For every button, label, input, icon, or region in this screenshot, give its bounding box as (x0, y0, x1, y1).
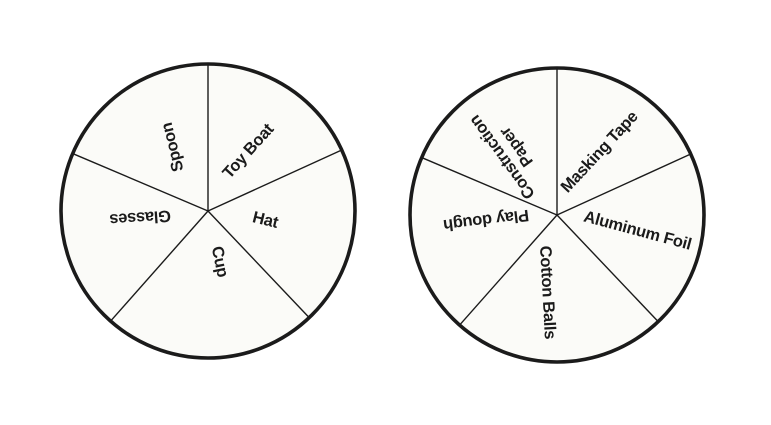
sector-divider-line (459, 214, 558, 326)
sector-label-hat: Hat (251, 208, 281, 232)
sector-divider-line (556, 214, 659, 323)
sector-label-text: Cotton Balls (536, 245, 559, 340)
sector-divider-line (207, 210, 310, 319)
sector-label-text: Glasses (109, 206, 171, 228)
sector-label-text: Hat (251, 208, 281, 232)
sector-divider-line (556, 153, 692, 216)
sector-label-glasses: Glasses (109, 206, 171, 228)
sector-divider-line (207, 149, 343, 212)
sector-divider-line (110, 210, 209, 322)
sector-divider-line (72, 152, 209, 212)
sector-divider-line (421, 156, 558, 216)
sector-label-cotton-balls: Cotton Balls (536, 245, 559, 340)
